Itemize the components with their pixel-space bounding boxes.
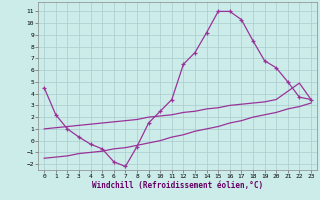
X-axis label: Windchill (Refroidissement éolien,°C): Windchill (Refroidissement éolien,°C) bbox=[92, 181, 263, 190]
